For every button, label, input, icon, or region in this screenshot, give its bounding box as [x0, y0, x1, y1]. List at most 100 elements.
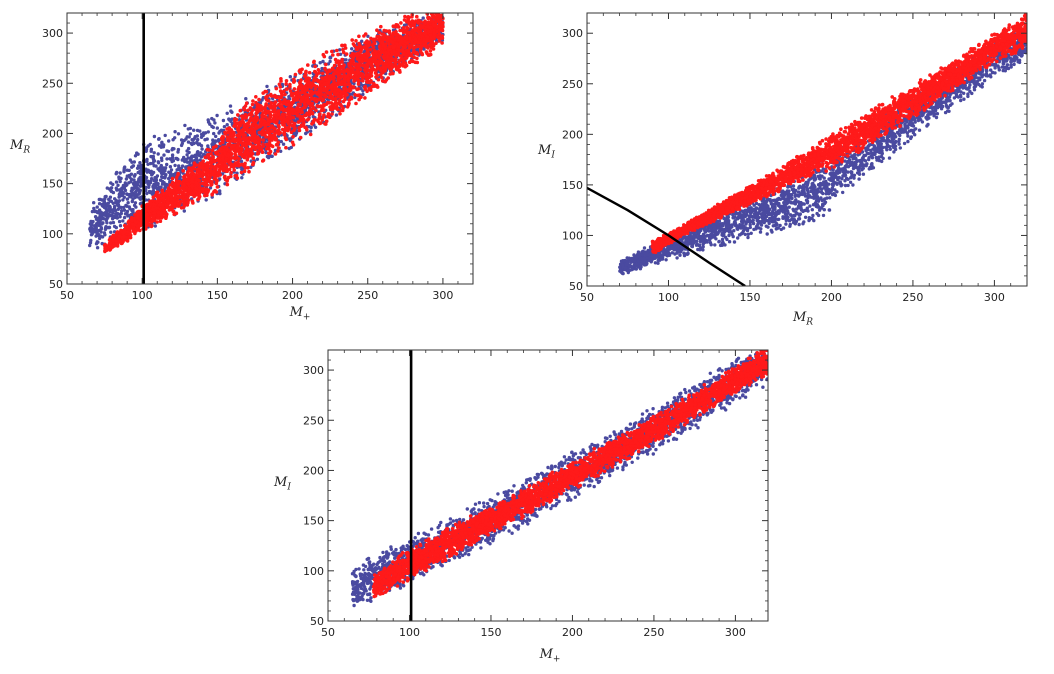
data-point	[148, 180, 152, 185]
data-point	[364, 72, 369, 77]
data-point	[428, 52, 433, 57]
data-point	[206, 153, 211, 157]
data-point	[227, 117, 231, 122]
data-point	[170, 153, 175, 157]
data-point	[155, 174, 160, 178]
data-point	[135, 188, 140, 192]
data-point	[314, 108, 318, 113]
data-point	[366, 34, 370, 38]
data-point	[148, 142, 152, 147]
data-point	[399, 21, 403, 25]
data-point	[121, 191, 126, 196]
data-point	[152, 183, 157, 188]
data-point	[313, 64, 317, 69]
data-point	[222, 125, 227, 129]
data-point	[328, 90, 333, 95]
data-point	[365, 89, 369, 94]
data-point	[91, 230, 96, 234]
data-point	[129, 177, 134, 181]
data-point	[125, 192, 130, 197]
data-point	[236, 142, 240, 147]
data-point	[422, 47, 426, 51]
data-point	[182, 209, 186, 213]
data-point	[109, 186, 114, 190]
data-point	[233, 153, 238, 157]
data-point	[270, 129, 275, 134]
data-point	[245, 158, 250, 162]
data-point	[287, 102, 292, 107]
data-point	[255, 157, 260, 161]
data-point	[168, 174, 172, 179]
data-point	[357, 45, 362, 49]
data-point	[250, 138, 255, 143]
data-point	[317, 113, 322, 118]
data-point	[374, 37, 378, 41]
data-point	[211, 138, 215, 142]
data-point	[120, 187, 124, 192]
data-point	[310, 101, 315, 106]
data-point	[121, 219, 125, 223]
data-point	[418, 44, 423, 48]
data-point	[320, 66, 324, 71]
data-point	[243, 133, 247, 137]
data-point	[97, 236, 102, 241]
data-point	[163, 176, 167, 180]
data-point	[99, 222, 103, 226]
data-point	[138, 172, 143, 176]
data-point	[379, 59, 384, 63]
data-point	[265, 154, 270, 159]
data-point	[224, 157, 228, 162]
data-point	[354, 101, 358, 106]
data-point	[92, 206, 96, 211]
data-point	[261, 106, 266, 110]
data-point	[311, 115, 315, 119]
data-point	[107, 197, 111, 202]
data-point	[152, 178, 156, 183]
data-point	[351, 42, 356, 46]
data-point	[155, 220, 159, 224]
data-point	[204, 198, 208, 202]
data-point	[391, 45, 396, 50]
data-point	[253, 145, 258, 149]
data-point	[398, 28, 402, 33]
data-point	[440, 2, 444, 6]
data-point	[355, 53, 360, 58]
data-point	[111, 211, 115, 215]
data-point	[343, 97, 347, 102]
data-point	[134, 185, 138, 189]
data-point	[224, 166, 229, 171]
data-point	[92, 201, 96, 205]
data-point	[360, 39, 364, 43]
data-point	[125, 204, 129, 208]
data-point	[355, 57, 360, 61]
data-point	[176, 150, 180, 154]
data-point	[242, 155, 247, 160]
data-point	[269, 94, 274, 98]
data-point	[338, 112, 342, 116]
data-point	[132, 174, 137, 178]
data-point	[95, 246, 100, 250]
data-point	[111, 190, 116, 195]
data-point	[324, 119, 329, 123]
data-point	[117, 192, 122, 196]
data-point	[158, 219, 163, 223]
data-point	[215, 185, 220, 189]
data-point	[209, 165, 213, 169]
data-point	[121, 198, 125, 202]
data-point	[375, 83, 379, 88]
data-point	[340, 108, 345, 113]
data-point	[306, 63, 310, 67]
data-point	[173, 163, 177, 168]
data-point	[190, 142, 194, 147]
data-point	[373, 55, 378, 59]
data-point	[266, 109, 271, 114]
data-point	[235, 176, 240, 180]
data-point	[116, 203, 120, 207]
data-point	[283, 98, 287, 102]
data-point	[117, 195, 121, 199]
data-point	[152, 190, 156, 195]
data-point	[336, 59, 341, 63]
data-point	[375, 73, 380, 77]
data-point	[201, 159, 205, 163]
data-point	[357, 34, 361, 39]
